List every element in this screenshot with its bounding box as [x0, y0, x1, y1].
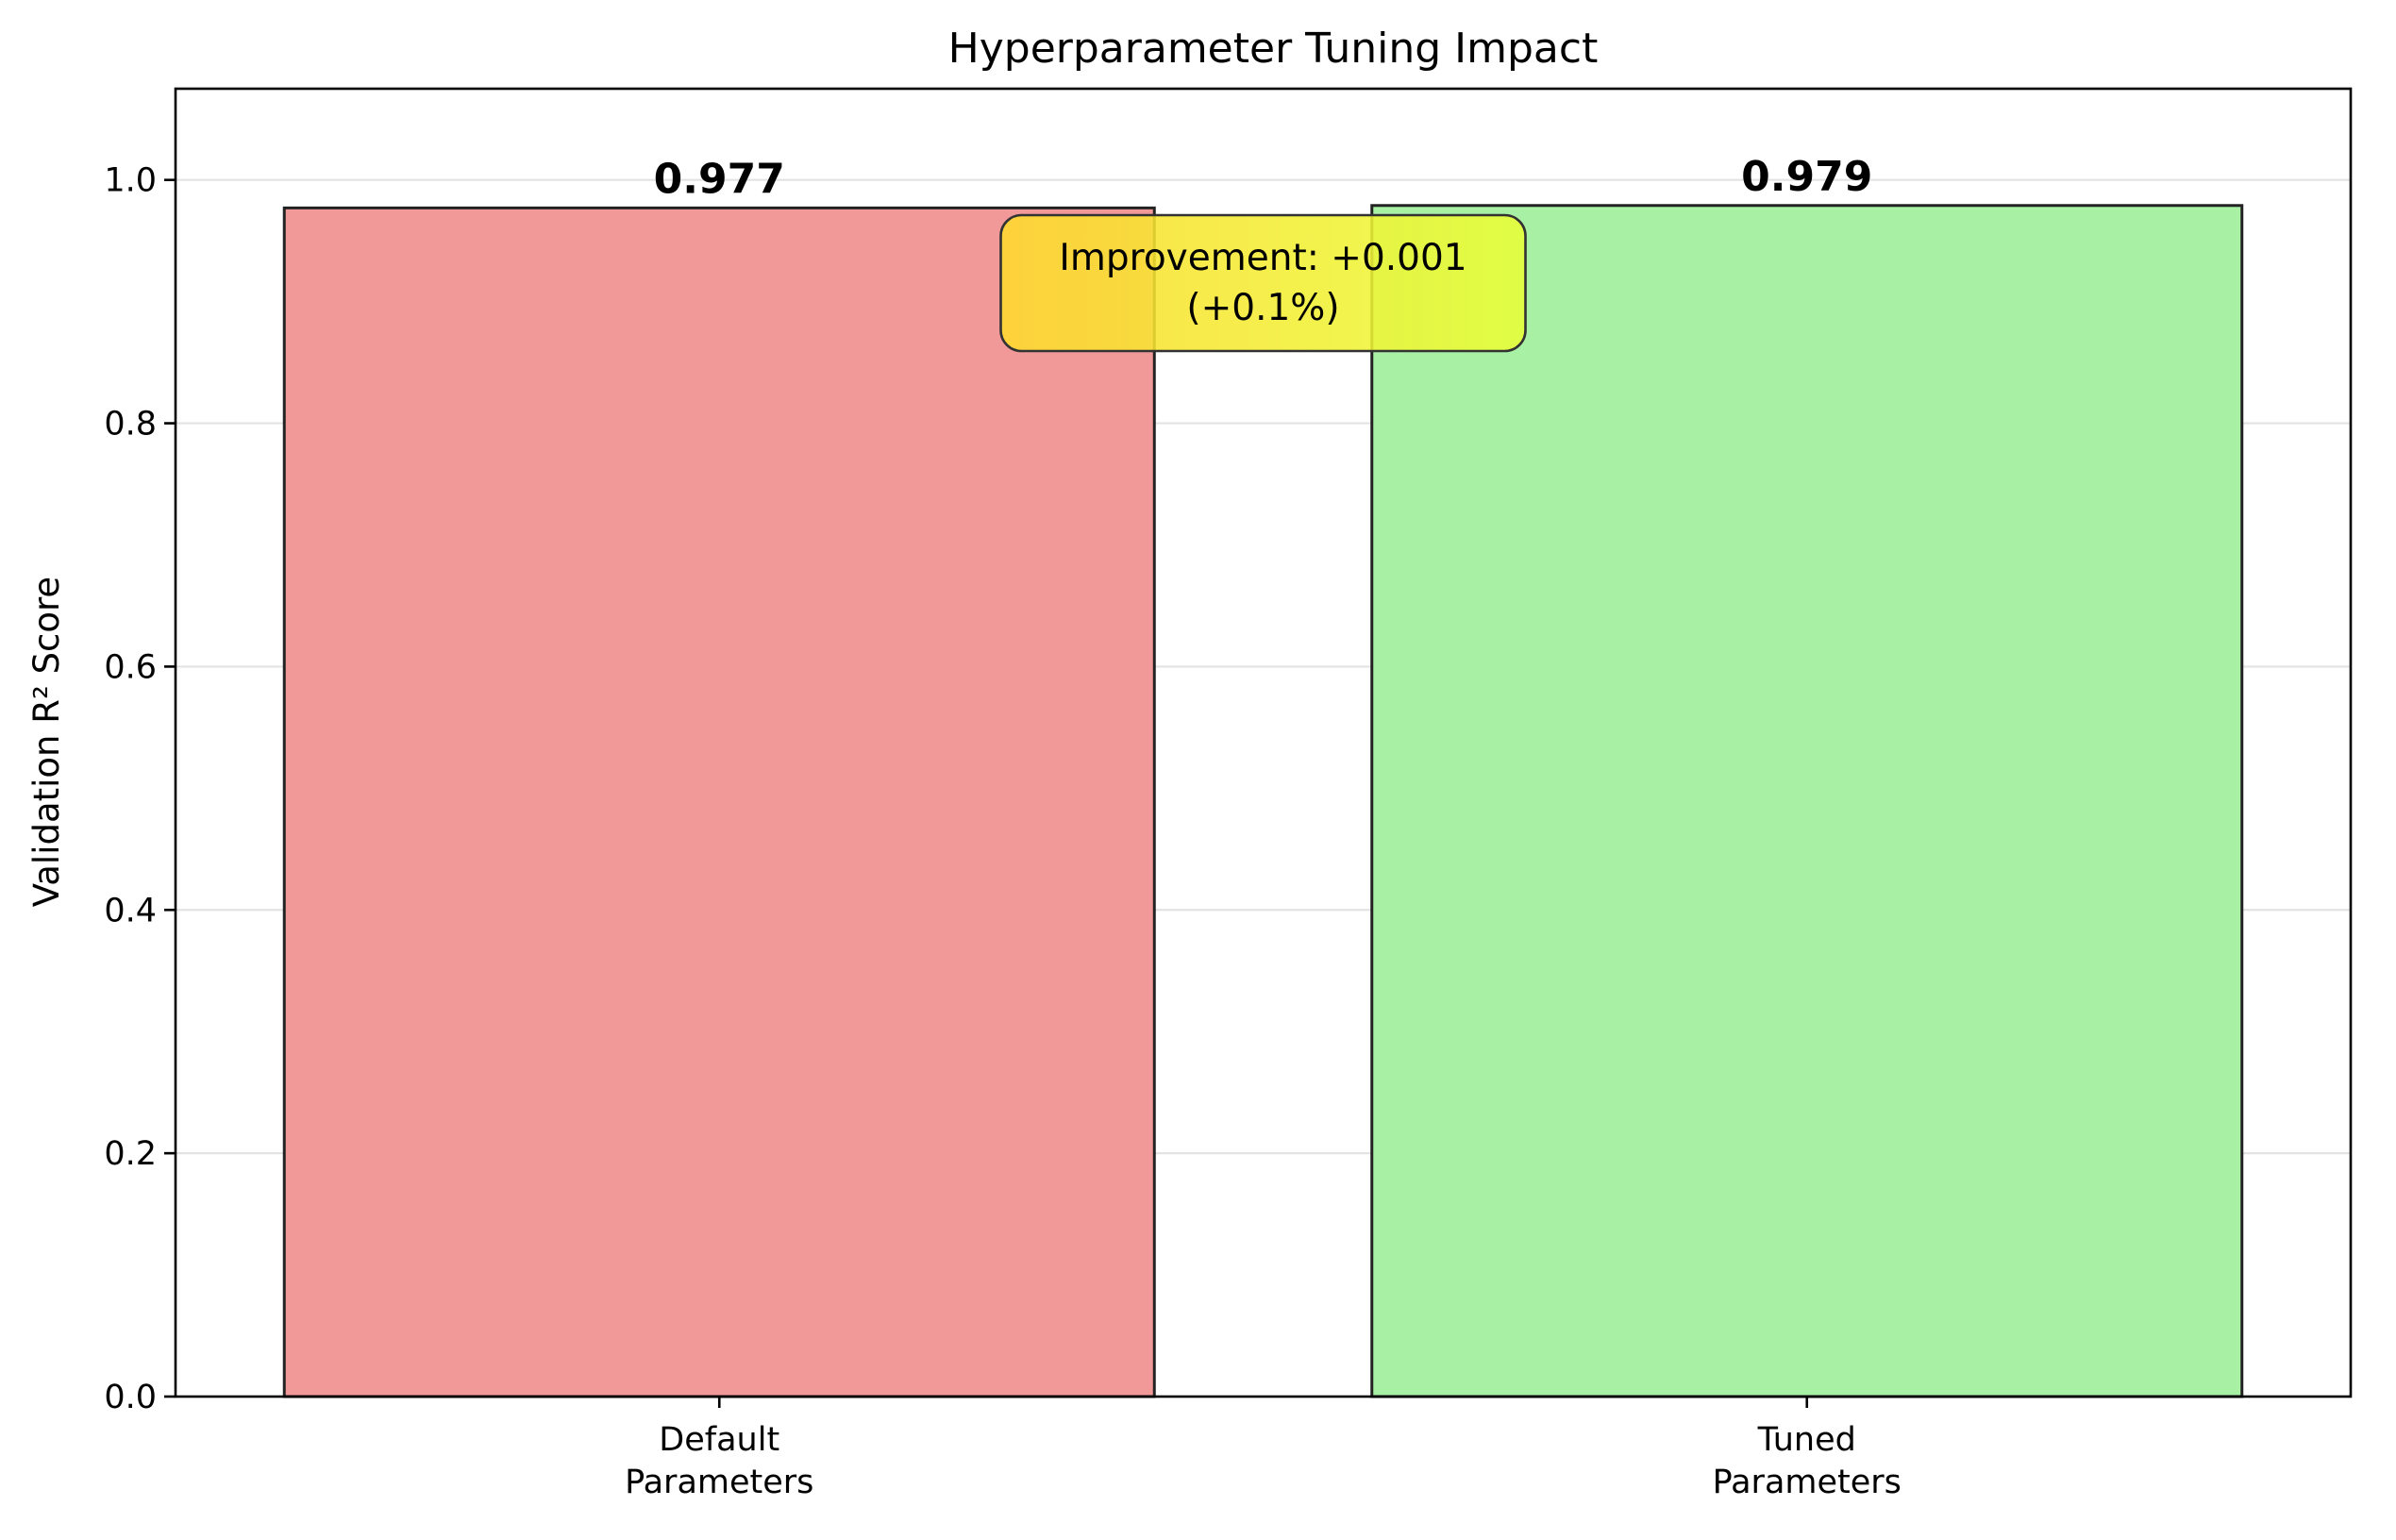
x-tick-label: Parameters [625, 1464, 813, 1501]
y-tick-label: 0.8 [104, 406, 157, 444]
y-tick-label: 0.0 [104, 1379, 157, 1416]
annotation-text: (+0.1%) [1186, 287, 1339, 329]
annotation-box [999, 213, 1527, 353]
annotation-text: Improvement: +0.001 [1059, 237, 1466, 279]
x-tick-label: Default [659, 1421, 779, 1459]
value-label: 0.977 [654, 155, 785, 203]
bar-default [282, 206, 1156, 1398]
x-tick-label: Tuned [1757, 1421, 1856, 1459]
x-tick-label: Parameters [1713, 1464, 1902, 1501]
y-tick-label: 1.0 [104, 162, 157, 200]
value-label: 0.979 [1741, 153, 1872, 201]
chart-title: Hyperparameter Tuning Impact [948, 25, 1599, 73]
bars [282, 204, 2244, 1398]
plot-frame [174, 87, 2353, 1398]
axes: 0.0 0.2 0.4 0.6 0.8 1.0 Default Parameters Tuned… [104, 87, 2353, 1501]
y-tick-label: 0.6 [104, 648, 157, 686]
improvement-annotation: Improvement: +0.001 (+0.1%) [999, 213, 1527, 353]
data-labels: 0.977 0.979 [654, 153, 1873, 204]
y-tick-label: 0.4 [104, 892, 157, 929]
y-axis-label: Validation R² Score [26, 577, 67, 907]
y-tick-label: 0.2 [104, 1135, 157, 1173]
bar-tuned [1370, 204, 2244, 1398]
